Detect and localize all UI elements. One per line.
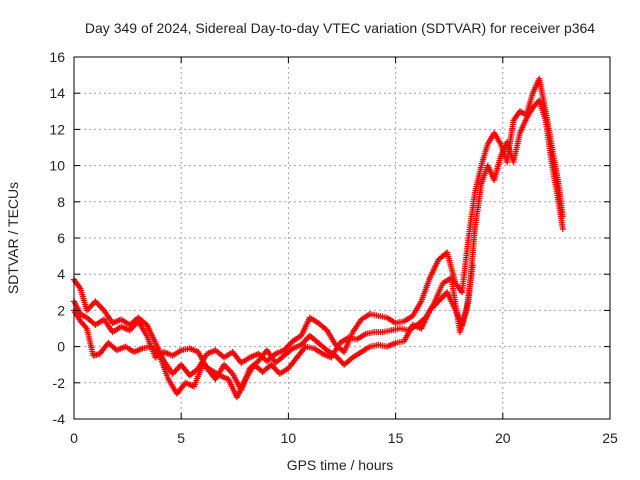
- y-tick-label: 0: [57, 339, 65, 355]
- x-tick-label: 20: [495, 430, 511, 446]
- y-axis-label: SDTVAR / TECUs: [5, 182, 21, 294]
- y-tick-label: 6: [57, 230, 65, 246]
- y-tick-label: 2: [57, 302, 65, 318]
- y-tick-label: -4: [53, 411, 66, 427]
- y-tick-label: -2: [53, 375, 66, 391]
- x-tick-label: 5: [177, 430, 185, 446]
- y-tick-label: 16: [49, 49, 65, 65]
- x-tick-label: 15: [388, 430, 404, 446]
- x-tick-label: 0: [70, 430, 78, 446]
- y-tick-label: 8: [57, 194, 65, 210]
- y-tick-label: 12: [49, 121, 65, 137]
- data-point: [559, 225, 566, 232]
- axis-ticks: 0 5 10 15 20 25 -4 -2 0 2 4 6 8 10 12 14 16: [49, 49, 618, 446]
- x-tick-label: 25: [602, 430, 618, 446]
- y-tick-label: 4: [57, 266, 65, 282]
- data-point: [469, 262, 476, 269]
- chart-title: Day 349 of 2024, Sidereal Day-to-day VTE…: [85, 20, 595, 36]
- y-tick-label: 14: [49, 85, 65, 101]
- x-axis-label: GPS time / hours: [287, 457, 394, 473]
- y-tick-label: 10: [49, 158, 65, 174]
- data-points: [71, 75, 566, 401]
- x-tick-label: 10: [281, 430, 297, 446]
